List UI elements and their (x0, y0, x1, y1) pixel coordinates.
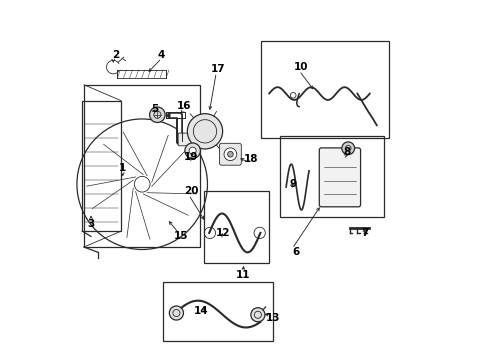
Text: 5: 5 (151, 104, 158, 114)
Bar (163, 282, 272, 341)
Text: 11: 11 (236, 270, 250, 280)
Text: 19: 19 (183, 152, 198, 162)
Text: 2: 2 (112, 50, 119, 60)
Text: 3: 3 (87, 219, 95, 229)
Text: 17: 17 (210, 64, 225, 74)
Circle shape (224, 148, 236, 161)
Text: 14: 14 (194, 306, 208, 316)
Text: 1: 1 (119, 163, 126, 173)
Text: 8: 8 (343, 148, 350, 157)
Bar (261, 41, 388, 138)
Circle shape (187, 114, 222, 149)
FancyBboxPatch shape (319, 148, 360, 207)
Text: 4: 4 (158, 50, 165, 60)
Circle shape (189, 147, 196, 154)
Text: 15: 15 (173, 231, 188, 242)
Circle shape (227, 152, 233, 157)
Text: 10: 10 (293, 62, 307, 72)
Text: 13: 13 (265, 313, 280, 323)
Bar (84, 85, 200, 247)
Text: 7: 7 (360, 228, 367, 238)
FancyBboxPatch shape (219, 143, 241, 165)
Text: 12: 12 (215, 228, 229, 238)
Text: 6: 6 (291, 247, 299, 257)
Text: 16: 16 (177, 101, 191, 111)
Text: 18: 18 (244, 154, 258, 164)
FancyBboxPatch shape (178, 133, 201, 146)
Circle shape (184, 143, 200, 158)
Text: 20: 20 (184, 186, 199, 195)
Circle shape (149, 107, 165, 122)
Bar (82, 101, 121, 231)
Circle shape (341, 142, 354, 154)
Bar (279, 136, 383, 217)
Text: 9: 9 (289, 179, 296, 189)
Circle shape (169, 306, 183, 320)
Bar (203, 190, 269, 263)
Circle shape (250, 308, 264, 322)
